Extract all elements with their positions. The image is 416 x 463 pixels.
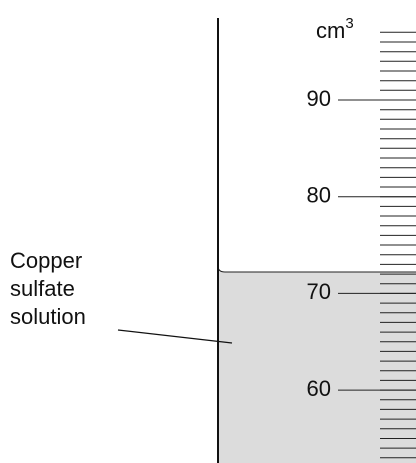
scale: 90 80 70 60 — [307, 31, 416, 459]
scale-label: 90 — [307, 86, 331, 111]
scale-label: 70 — [307, 279, 331, 304]
meniscus — [217, 265, 416, 273]
scale-label: 60 — [307, 376, 331, 401]
liquid — [218, 266, 416, 463]
label-line: sulfate — [10, 276, 75, 301]
unit-label: cm3 — [316, 15, 354, 43]
scale-label: 80 — [307, 183, 331, 208]
liquid-label: Copper sulfate solution — [10, 248, 86, 329]
leader-line — [117, 329, 233, 344]
label-line: solution — [10, 304, 86, 329]
unit-exponent: 3 — [345, 15, 353, 32]
unit-base: cm — [316, 18, 345, 43]
label-line: Copper — [10, 248, 82, 273]
